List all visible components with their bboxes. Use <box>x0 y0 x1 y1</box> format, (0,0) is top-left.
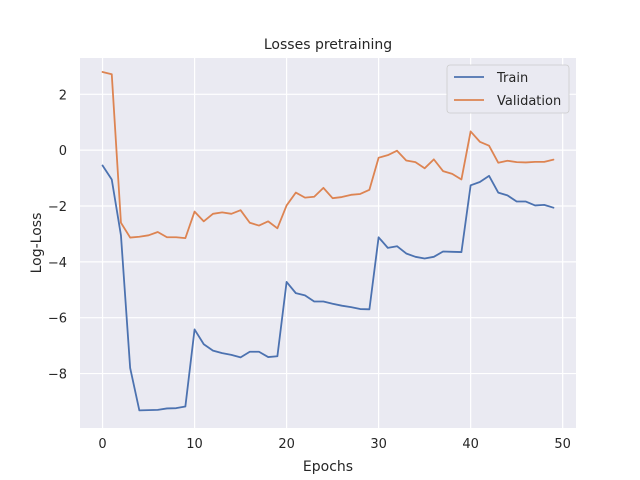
legend: Train Validation <box>446 64 570 114</box>
y-tick-label: −2 <box>48 200 67 215</box>
y-tick-label: −8 <box>48 368 67 383</box>
y-tick-label: 0 <box>59 144 67 159</box>
x-tick-label: 20 <box>278 437 295 452</box>
x-tick-label: 10 <box>186 437 203 452</box>
chart-title: Losses pretraining <box>264 37 392 53</box>
series-layer <box>101 71 555 412</box>
x-tick-label: 40 <box>462 437 479 452</box>
y-tick-label: 2 <box>59 88 67 103</box>
y-tick-label: −6 <box>48 312 67 327</box>
legend-label-train: Train <box>496 71 528 86</box>
grid-lines <box>80 58 576 428</box>
x-axis-label: Epochs <box>303 459 353 475</box>
series-line-train <box>101 164 555 412</box>
y-tick-label: −4 <box>48 256 67 271</box>
x-tick-label: 0 <box>98 437 106 452</box>
plot-background <box>80 58 576 428</box>
x-tick-label: 50 <box>554 437 571 452</box>
x-tick-labels: 0 10 20 30 40 50 <box>98 437 571 452</box>
y-axis-label: Log-Loss <box>29 213 45 274</box>
series-line-validation <box>101 71 555 240</box>
x-tick-label: 30 <box>370 437 387 452</box>
y-tick-labels: −8 −6 −4 −2 0 2 <box>48 88 67 382</box>
legend-label-validation: Validation <box>497 94 561 109</box>
